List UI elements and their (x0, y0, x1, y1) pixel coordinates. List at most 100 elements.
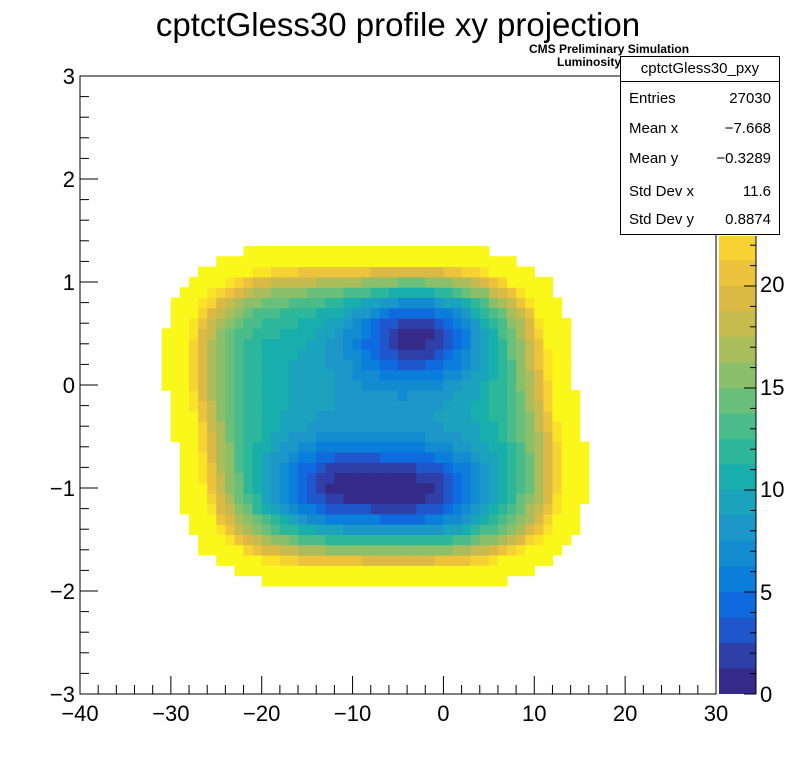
heatmap-cell (189, 297, 199, 309)
heatmap-cell (452, 451, 463, 463)
heatmap-cell (416, 276, 426, 288)
heatmap-cell (543, 503, 554, 515)
heatmap-cell (452, 431, 463, 443)
heatmap-cell (298, 328, 308, 340)
heatmap-cell (243, 534, 254, 546)
heatmap-cell (388, 421, 399, 432)
heatmap-cell (443, 472, 454, 484)
heatmap-cell (443, 297, 454, 309)
heatmap-cell (216, 421, 226, 432)
heatmap-cell (270, 565, 281, 577)
heatmap-cell (534, 524, 544, 535)
heatmap-cell (334, 318, 345, 329)
heatmap-cell (379, 493, 390, 505)
heatmap-cell (525, 524, 535, 535)
heatmap-cell (507, 410, 517, 422)
heatmap-cell (207, 297, 217, 309)
heatmap-cell (207, 307, 217, 319)
heatmap-cell (288, 369, 299, 381)
heatmap-cell (252, 482, 263, 494)
heatmap-cell (407, 328, 417, 340)
heatmap-cell (452, 534, 463, 546)
heatmap-cell (207, 318, 217, 329)
heatmap-cell (379, 513, 390, 525)
heatmap-cell (488, 369, 499, 381)
heatmap-cell (343, 297, 354, 309)
heatmap-cell (307, 348, 317, 360)
heatmap-cell (407, 369, 417, 381)
heatmap-cell (225, 513, 236, 525)
heatmap-cell (434, 513, 445, 525)
heatmap-cell (561, 451, 572, 463)
heatmap-cell (252, 369, 263, 381)
heatmap-cell (352, 451, 363, 463)
heatmap-cell (334, 451, 345, 463)
heatmap-cell (243, 441, 254, 453)
heatmap-cell (270, 318, 281, 329)
heatmap-cell (443, 524, 454, 535)
heatmap-cell (198, 513, 208, 525)
heatmap-cell (207, 472, 217, 484)
heatmap-cell (479, 307, 490, 319)
heatmap-cell (361, 297, 372, 309)
heatmap-cell (488, 266, 499, 278)
heatmap-cell (288, 534, 299, 546)
heatmap-cell (434, 410, 445, 422)
heatmap-cell (343, 441, 354, 453)
heatmap-cell (198, 534, 208, 546)
heatmap-cell (279, 318, 290, 329)
heatmap-cell (179, 503, 190, 515)
heatmap-cell (298, 513, 308, 525)
heatmap-cell (325, 421, 335, 432)
heatmap-cell (579, 482, 590, 494)
heatmap-cell (225, 256, 236, 268)
heatmap-cell (198, 328, 208, 340)
heatmap-cell (443, 554, 454, 566)
heatmap-cell (261, 359, 272, 371)
heatmap-cell (189, 421, 199, 432)
heatmap-cell (225, 369, 236, 381)
stats-value: 0.8874 (725, 211, 771, 228)
heatmap-cell (561, 441, 572, 453)
heatmap-cell (243, 554, 254, 566)
heatmap-cell (516, 348, 526, 360)
heatmap-cell (497, 307, 508, 319)
heatmap-cell (416, 503, 426, 515)
heatmap-cell (216, 369, 226, 381)
heatmap-cell (270, 338, 281, 350)
heatmap-cell (207, 431, 217, 443)
heatmap-cell (379, 544, 390, 556)
heatmap-cell (307, 544, 317, 556)
heatmap-cell (261, 256, 272, 268)
heatmap-cell (452, 245, 463, 257)
heatmap-cell (234, 462, 245, 474)
heatmap-cell (507, 524, 517, 535)
heatmap-cell (252, 359, 263, 371)
heatmap-cell (234, 410, 245, 422)
heatmap-cell (452, 400, 463, 412)
heatmap-cell (488, 348, 499, 360)
heatmap-cell (316, 513, 326, 525)
heatmap-cell (388, 462, 399, 474)
heatmap-cell (279, 328, 290, 340)
heatmap-cell (225, 390, 236, 402)
heatmap-cell (252, 554, 263, 566)
heatmap-cell (370, 451, 381, 463)
heatmap-cell (198, 359, 208, 371)
heatmap-cell (207, 328, 217, 340)
heatmap-cell (352, 462, 363, 474)
heatmap-cell (543, 482, 554, 494)
heatmap-cell (461, 493, 472, 505)
heatmap-cell (234, 534, 245, 546)
heatmap-cell (398, 503, 408, 515)
heatmap-cell (234, 400, 245, 412)
heatmap-cell (570, 493, 581, 505)
heatmap-cell (288, 482, 299, 494)
heatmap-cell (307, 524, 317, 535)
heatmap-cell (170, 369, 181, 381)
heatmap-cell (470, 359, 481, 371)
heatmap-cell (270, 462, 281, 474)
heatmap-cell (298, 503, 308, 515)
heatmap-cell (352, 287, 363, 299)
heatmap-cell (534, 276, 544, 288)
